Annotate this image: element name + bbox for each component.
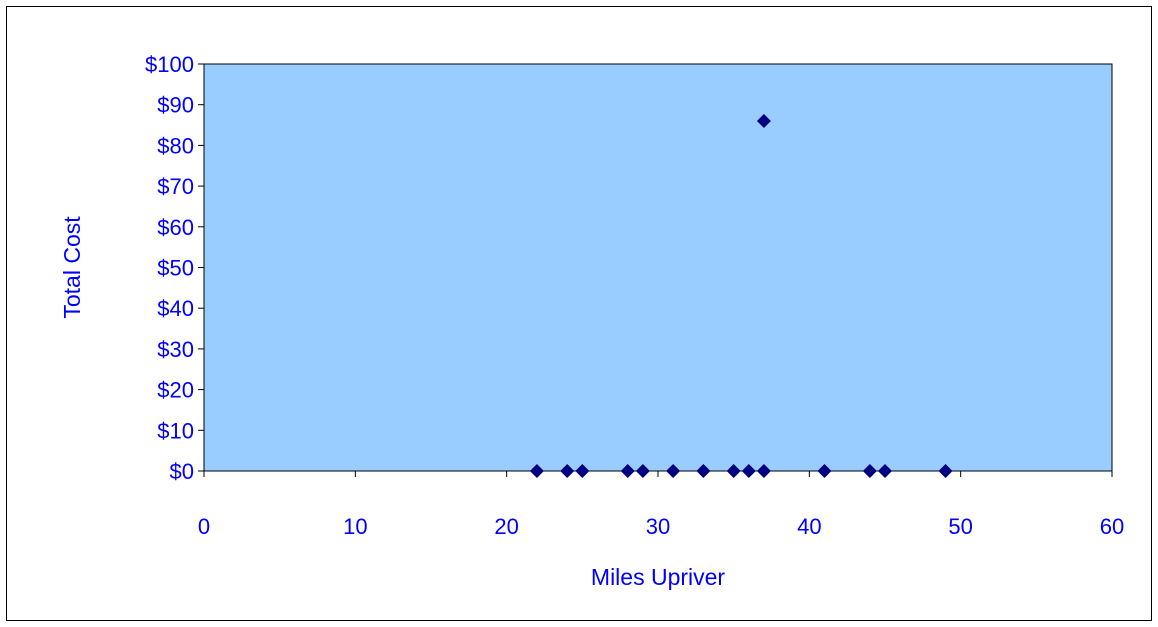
y-axis-title: Total Cost (59, 216, 85, 319)
data-point (529, 464, 544, 478)
x-axis: 0 10 20 30 40 50 60 (198, 471, 1124, 539)
data-point (620, 464, 635, 478)
x-axis-title: Miles Upriver (591, 564, 726, 590)
data-point (817, 464, 832, 478)
x-tick-label: 60 (1100, 514, 1124, 539)
data-point (575, 464, 590, 478)
data-point (938, 464, 953, 478)
y-tick-label: $80 (157, 133, 194, 158)
data-point (756, 464, 771, 478)
data-point (635, 464, 650, 478)
y-tick-label: $50 (157, 256, 194, 281)
data-points (529, 113, 953, 478)
x-tick-label: 20 (494, 514, 518, 539)
data-point (696, 464, 711, 478)
y-tick-label: $30 (157, 337, 194, 362)
y-tick-label: $20 (157, 378, 194, 403)
data-point (878, 464, 892, 478)
data-point (741, 464, 756, 478)
data-point (666, 464, 681, 478)
y-tick-label: $40 (157, 296, 194, 321)
data-point (726, 464, 741, 478)
y-tick-label: $0 (170, 459, 194, 484)
y-tick-label: $10 (157, 418, 194, 443)
x-tick-label: 50 (948, 514, 972, 539)
x-tick-label: 30 (646, 514, 670, 539)
data-point (560, 464, 575, 478)
y-tick-label: $100 (145, 52, 194, 77)
y-axis: $0 $10 $20 $30 $40 $50 $60 $70 $80 $90 $100 (145, 52, 204, 484)
x-tick-label: 0 (198, 514, 210, 539)
plot-area (203, 63, 1113, 472)
x-tick-label: 40 (797, 514, 821, 539)
data-point (756, 113, 771, 128)
y-tick-label: $60 (157, 215, 194, 240)
y-tick-label: $90 (157, 93, 194, 118)
x-tick-label: 10 (343, 514, 367, 539)
y-tick-label: $70 (157, 174, 194, 199)
data-point (862, 464, 877, 478)
